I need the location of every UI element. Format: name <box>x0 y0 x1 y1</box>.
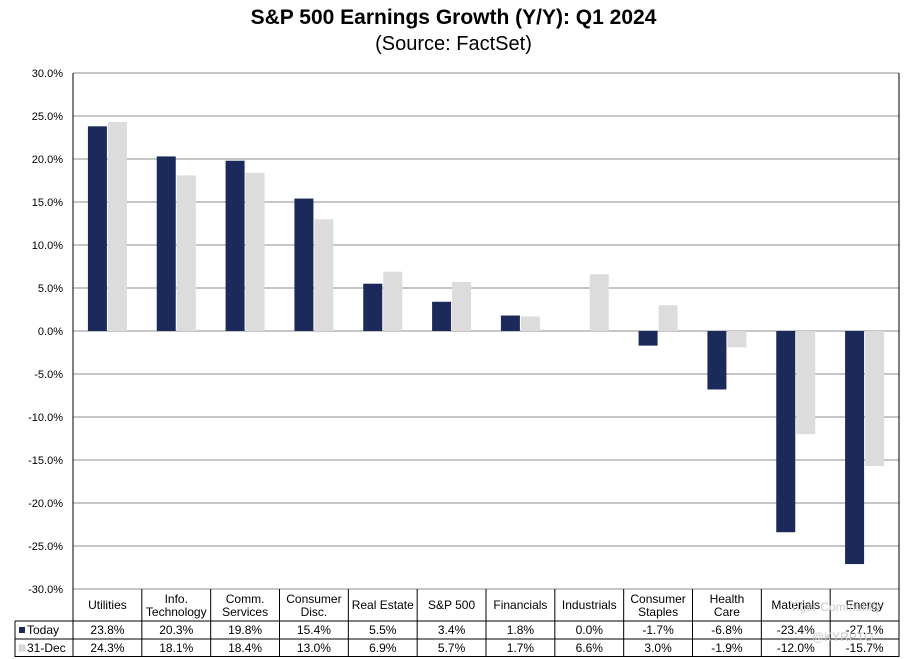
legend-swatch <box>18 644 26 652</box>
data-label: 19.8% <box>228 623 262 637</box>
watermark-line-2: @KYRPTO <box>812 630 874 644</box>
bar-today <box>707 331 727 390</box>
data-label: 18.1% <box>159 641 193 655</box>
data-label: 5.7% <box>438 641 466 655</box>
y-tick-label: -20.0% <box>28 498 63 510</box>
bar-today <box>294 198 314 331</box>
bar-today <box>432 301 452 331</box>
data-label: -6.8% <box>711 623 743 637</box>
bar-dec31 <box>727 331 747 348</box>
y-tick-label: -25.0% <box>28 541 63 553</box>
x-tick-label: Industrials <box>562 598 617 612</box>
data-label: 20.3% <box>159 623 193 637</box>
bar-today <box>638 331 658 346</box>
data-label: 24.3% <box>90 641 124 655</box>
data-label: 6.6% <box>576 641 604 655</box>
y-tick-label: -10.0% <box>28 412 63 424</box>
data-label: 6.9% <box>369 641 397 655</box>
x-tick-label: Care <box>714 605 740 619</box>
bar-today <box>156 156 176 331</box>
data-label: 3.4% <box>438 623 466 637</box>
x-tick-label: Consumer <box>286 592 341 606</box>
x-tick-label: Materials <box>771 598 820 612</box>
y-tick-label: -5.0% <box>34 369 63 381</box>
data-label: 0.0% <box>576 623 604 637</box>
bar-today <box>363 283 383 331</box>
data-label: -23.4% <box>777 623 815 637</box>
data-label: 23.8% <box>90 623 124 637</box>
data-label: -15.7% <box>846 641 884 655</box>
data-label: -27.1% <box>846 623 884 637</box>
legend-label: 31-Dec <box>27 641 66 655</box>
bar-today <box>87 126 107 331</box>
x-tick-label: Info. <box>165 592 188 606</box>
data-label: 3.0% <box>644 641 672 655</box>
bar-today <box>225 160 245 331</box>
x-tick-label: Real Estate <box>352 598 414 612</box>
y-tick-label: 20.0% <box>32 154 63 166</box>
chart-title: S&P 500 Earnings Growth (Y/Y): Q1 2024 <box>250 6 657 29</box>
x-tick-label: Staples <box>638 605 678 619</box>
y-tick-label: 30.0% <box>32 68 63 80</box>
y-tick-label: -15.0% <box>28 455 63 467</box>
x-tick-label: Financials <box>493 598 547 612</box>
bar-dec31 <box>107 122 127 332</box>
y-tick-label: -30.0% <box>28 584 63 596</box>
y-tick-label: 25.0% <box>32 111 63 123</box>
bar-dec31 <box>658 305 678 331</box>
x-tick-label: S&P 500 <box>428 598 475 612</box>
x-tick-label: Comm. <box>226 592 265 606</box>
bar-dec31 <box>314 219 334 331</box>
bar-dec31 <box>865 331 885 467</box>
bar-dec31 <box>796 331 816 435</box>
watermark-line-1: Tiger Community <box>790 600 881 614</box>
bar-today <box>776 331 796 533</box>
bar-dec31 <box>176 175 196 331</box>
x-tick-label: Disc. <box>301 605 328 619</box>
y-tick-label: 10.0% <box>32 240 63 252</box>
x-tick-label: Technology <box>146 605 207 619</box>
x-tick-label: Services <box>222 605 268 619</box>
bar-dec31 <box>589 274 609 331</box>
bar-dec31 <box>383 271 403 331</box>
data-label: 13.0% <box>297 641 331 655</box>
x-tick-label: Consumer <box>630 592 685 606</box>
y-tick-label: 5.0% <box>38 283 63 295</box>
data-label: 1.8% <box>507 623 535 637</box>
bar-dec31 <box>520 316 540 331</box>
legend-label: Today <box>27 623 59 637</box>
legend-swatch <box>19 627 25 633</box>
bar-dec31 <box>245 172 265 331</box>
bar-today <box>500 315 520 331</box>
x-tick-label: Energy <box>846 598 884 612</box>
chart-subtitle: (Source: FactSet) <box>375 33 532 55</box>
data-label: -1.9% <box>711 641 743 655</box>
data-label: -1.7% <box>642 623 674 637</box>
data-label: 15.4% <box>297 623 331 637</box>
data-label: 1.7% <box>507 641 535 655</box>
data-label: -12.0% <box>777 641 815 655</box>
data-label: 5.5% <box>369 623 397 637</box>
x-tick-label: Utilities <box>88 598 127 612</box>
y-tick-label: 0.0% <box>38 326 63 338</box>
data-label: 18.4% <box>228 641 262 655</box>
x-tick-label: Health <box>710 592 745 606</box>
y-tick-label: 15.0% <box>32 197 63 209</box>
bar-dec31 <box>452 281 472 331</box>
bar-today <box>845 331 865 565</box>
